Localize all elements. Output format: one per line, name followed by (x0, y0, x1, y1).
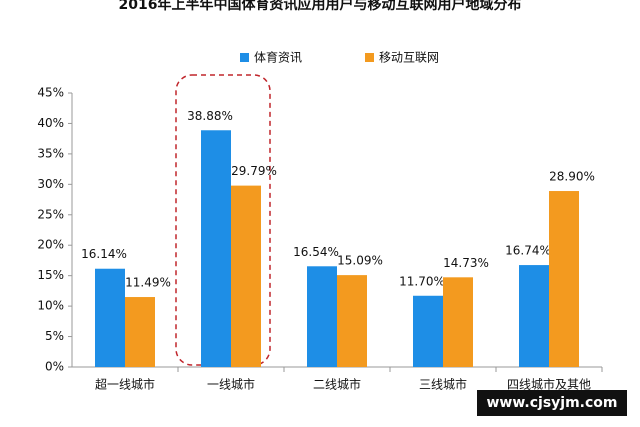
y-tick-label: 35% (37, 146, 64, 160)
y-tick-label: 15% (37, 268, 64, 282)
y-tick-label: 0% (45, 360, 64, 374)
y-tick-label: 30% (37, 177, 64, 191)
data-label: 11.49% (125, 276, 171, 290)
data-label: 16.54% (293, 245, 339, 259)
x-tick-label: 三线城市 (419, 377, 467, 392)
y-tick-label: 45% (37, 86, 64, 100)
legend-swatch (240, 53, 249, 62)
bar (95, 268, 125, 367)
bar (443, 277, 473, 367)
data-label: 14.73% (443, 256, 489, 270)
y-tick-label: 10% (37, 299, 64, 313)
watermark-box (477, 390, 627, 416)
bar (337, 275, 367, 367)
x-tick-label: 超一线城市 (95, 377, 155, 392)
bar (307, 266, 337, 367)
data-label: 38.88% (187, 109, 233, 123)
bar (201, 130, 231, 367)
x-tick-label: 二线城市 (313, 377, 361, 392)
chart-title: 2016年上半年中国体育资讯应用用户与移动互联网用户地域分布 (119, 0, 522, 13)
bar (519, 265, 549, 367)
data-label: 11.70% (399, 274, 445, 288)
bar (125, 297, 155, 367)
data-label: 29.79% (231, 164, 277, 178)
data-label: 28.90% (549, 170, 595, 184)
legend-swatch (365, 53, 374, 62)
y-tick-label: 5% (45, 329, 64, 343)
y-tick-label: 40% (37, 116, 64, 130)
legend-label: 体育资讯 (254, 50, 302, 65)
data-label: 16.74% (505, 244, 551, 258)
x-tick-label: 四线城市及其他 (507, 377, 591, 392)
bar (413, 295, 443, 367)
y-tick-label: 20% (37, 238, 64, 252)
legend-label: 移动互联网 (379, 51, 439, 65)
x-tick-label: 一线城市 (207, 377, 255, 392)
data-label: 15.09% (337, 254, 383, 268)
watermark: www.cjsyjm.com (487, 395, 618, 411)
bar (231, 185, 261, 367)
data-label: 16.14% (81, 247, 127, 261)
bar (549, 191, 579, 367)
y-tick-label: 25% (37, 207, 64, 221)
